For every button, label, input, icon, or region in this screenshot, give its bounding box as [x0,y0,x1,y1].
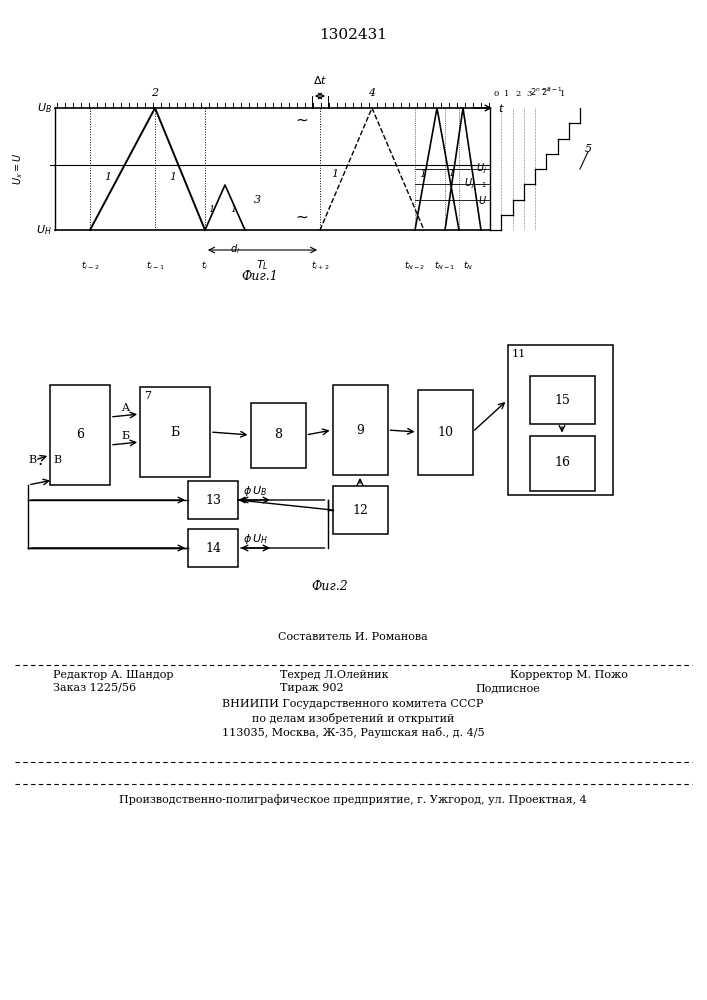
Text: Техред Л.Олейник: Техред Л.Олейник [280,670,389,680]
Text: 12: 12 [352,504,368,516]
Text: 3: 3 [253,195,261,205]
Text: B: B [53,455,61,465]
Text: 6: 6 [76,428,84,442]
Bar [250,402,305,468]
Text: 3: 3 [527,90,532,98]
Text: ·: · [37,456,42,474]
Text: $\Delta t$: $\Delta t$ [312,74,327,86]
Text: $U_j$: $U_j$ [476,162,487,176]
Text: Фиг.2: Фиг.2 [312,580,349,593]
Text: 8: 8 [274,428,282,442]
Text: Составитель И. Романова: Составитель И. Романова [278,632,428,642]
Text: 5: 5 [585,144,592,154]
Text: $U_H$: $U_H$ [36,223,52,237]
Text: Тираж 902: Тираж 902 [280,683,344,693]
Text: 7: 7 [144,391,151,401]
Text: B: B [28,455,36,465]
Text: $U_B$: $U_B$ [37,101,52,115]
Bar [418,389,472,475]
Text: $2^{n-2}$: $2^{n-2}$ [530,86,551,98]
Text: Фиг.1: Фиг.1 [242,270,279,283]
Text: $2^{n-1}$: $2^{n-1}$ [541,86,563,98]
Text: $\phi\,U_B$: $\phi\,U_B$ [243,484,267,498]
Text: $t_{N-2}$: $t_{N-2}$ [404,260,426,272]
Text: 1: 1 [170,172,177,182]
Text: 1: 1 [105,172,112,182]
Bar [508,345,612,495]
Text: Б: Б [121,431,129,441]
Text: 10: 10 [437,426,453,438]
Text: $\phi\,U_H$: $\phi\,U_H$ [243,532,268,546]
Text: Производственно-полиграфическое предприятие, г. Ужгород, ул. Проектная, 4: Производственно-полиграфическое предприя… [119,794,587,805]
Text: Редактор А. Шандор: Редактор А. Шандор [53,670,173,680]
Bar [530,376,595,424]
Text: 1: 1 [208,206,214,215]
Text: 1: 1 [504,90,510,98]
Text: 113035, Москва, Ж-35, Раушская наб., д. 4/5: 113035, Москва, Ж-35, Раушская наб., д. … [222,727,484,738]
Text: по делам изобретений и открытий: по делам изобретений и открытий [252,713,454,724]
Text: $t_{i-1}$: $t_{i-1}$ [146,260,164,272]
Text: $d_i$: $d_i$ [230,242,240,256]
Text: 14: 14 [205,542,221,554]
Text: A: A [121,403,129,413]
Text: 1: 1 [230,206,236,215]
Text: 16: 16 [554,456,570,470]
Text: $T_L$: $T_L$ [256,258,269,272]
Text: 2: 2 [151,88,158,98]
Text: 1: 1 [419,169,426,179]
Text: 1302431: 1302431 [319,28,387,42]
Text: $t_N$: $t_N$ [463,260,473,272]
Text: $t_{i+2}$: $t_{i+2}$ [311,260,329,272]
Text: Подписное: Подписное [475,683,539,693]
Text: ~: ~ [296,113,308,128]
Text: $t_{i-2}$: $t_{i-2}$ [81,260,99,272]
Text: 0: 0 [493,90,498,98]
Text: Корректор М. Пожо: Корректор М. Пожо [510,670,628,680]
Bar [530,436,595,490]
Text: 11: 11 [511,349,526,359]
Text: Б: Б [170,426,180,438]
Bar [188,529,238,567]
Text: $U_{j-1}$: $U_{j-1}$ [464,177,487,191]
Text: $t_{N-1}$: $t_{N-1}$ [434,260,456,272]
Text: 13: 13 [205,493,221,506]
Text: $U_x = U$: $U_x = U$ [11,153,25,185]
Text: 1: 1 [448,169,454,178]
Bar [50,385,110,485]
Text: ВНИИПИ Государственного комитета СССР: ВНИИПИ Государственного комитета СССР [222,699,484,709]
Text: Заказ 1225/56: Заказ 1225/56 [53,683,136,693]
Text: ~: ~ [296,210,308,225]
Text: 2: 2 [515,90,521,98]
Text: 9: 9 [356,424,364,436]
Text: $t_i$: $t_i$ [201,260,209,272]
Bar [188,481,238,519]
Text: $U$: $U$ [478,194,487,206]
Bar [140,387,210,477]
Text: 4: 4 [368,88,375,98]
Text: 1: 1 [332,169,339,179]
Bar [332,486,387,534]
Text: 15: 15 [554,393,570,406]
Text: 1: 1 [561,90,566,98]
Text: $t$: $t$ [498,102,505,114]
Bar [332,385,387,475]
